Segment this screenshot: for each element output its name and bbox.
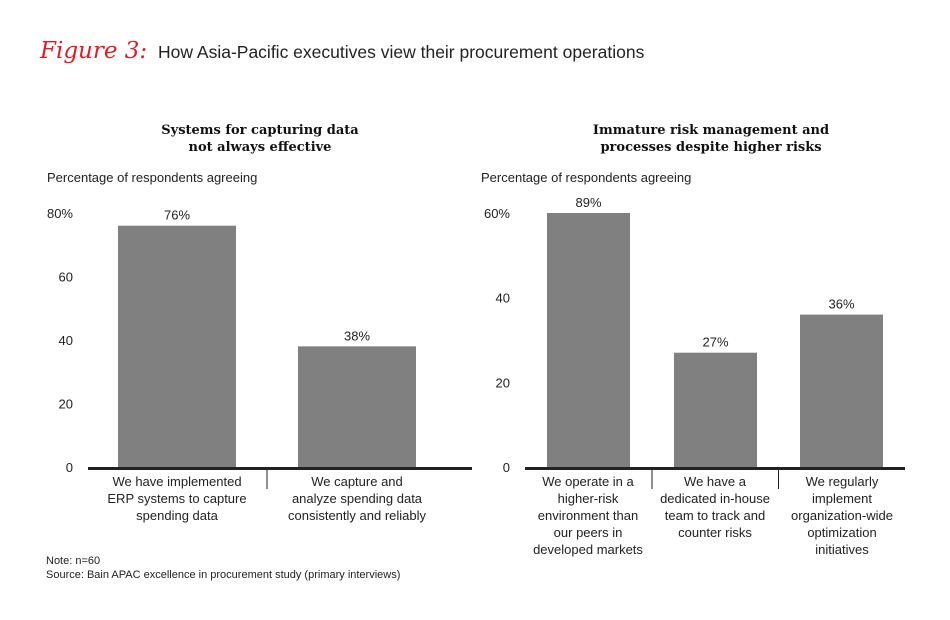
chart1-category-label: ERP systems to capture — [107, 491, 246, 506]
chart1-ytick-label: 80% — [47, 206, 73, 221]
chart2-category-label: optimization — [807, 525, 876, 540]
chart1-title-line-1: Systems for capturing data — [161, 123, 359, 138]
figure-title: How Asia-Pacific executives view their p… — [158, 42, 645, 62]
chart2-category-label: organization-wide — [791, 508, 893, 523]
chart2-category-label: We operate in a — [542, 474, 634, 489]
chart2-bar — [547, 213, 630, 467]
note-text: Note: n=60 — [46, 555, 101, 567]
chart2-data-label: 27% — [702, 335, 728, 350]
chart1-ytick-label: 60 — [59, 270, 73, 285]
chart1-data-label: 38% — [344, 328, 370, 343]
chart2-ytick-label: 20 — [496, 375, 510, 390]
chart2-category-label: dedicated in-house — [660, 491, 770, 506]
chart2-category-label: developed markets — [533, 542, 643, 557]
figure-label: Figure 3: — [40, 38, 148, 64]
chart2-bar — [800, 314, 883, 467]
chart1-ytick-label: 40 — [59, 333, 73, 348]
chart1-title-line-2: not always effective — [189, 140, 332, 155]
chart2-bar — [674, 352, 757, 467]
chart2-ytick-label: 0 — [503, 460, 510, 475]
chart1-ytick-label: 20 — [59, 397, 73, 412]
chart1-ytick-label: 0 — [66, 460, 73, 475]
chart2-title-line-2: processes despite higher risks — [600, 140, 821, 155]
chart2-title-line-1: Immature risk management and — [593, 123, 829, 138]
chart2-category-label: team to track and — [665, 508, 765, 523]
chart1-category-label: spending data — [136, 508, 218, 523]
chart1-ylabel: Percentage of respondents agreeing — [47, 170, 257, 185]
chart2-category-label: We have a — [684, 474, 747, 489]
chart1-category-label: We have implemented — [112, 474, 241, 489]
chart1-category-label: We capture and — [311, 474, 403, 489]
chart2-category-label: higher-risk — [558, 491, 619, 506]
chart2-category-label: We regularly — [806, 474, 879, 489]
chart2-category-label: initiatives — [815, 542, 869, 557]
chart2-category-label: our peers in — [554, 525, 623, 540]
chart2-category-label: implement — [812, 491, 872, 506]
chart2-data-label: 89% — [575, 195, 601, 210]
chart1-bar — [118, 225, 236, 467]
chart1-category-label: consistently and reliably — [288, 508, 427, 523]
chart2-category-label: environment than — [538, 508, 638, 523]
source-text: Source: Bain APAC excellence in procurem… — [46, 569, 401, 581]
chart2-ylabel: Percentage of respondents agreeing — [481, 170, 691, 185]
chart2-ytick-label: 40 — [496, 291, 510, 306]
chart2-category-label: counter risks — [678, 525, 752, 540]
chart2-data-label: 36% — [828, 297, 854, 312]
chart1-data-label: 76% — [164, 208, 190, 223]
chart2-ytick-label: 60% — [484, 206, 510, 221]
chart1-category-label: analyze spending data — [292, 491, 423, 506]
chart1-bar — [298, 346, 416, 467]
